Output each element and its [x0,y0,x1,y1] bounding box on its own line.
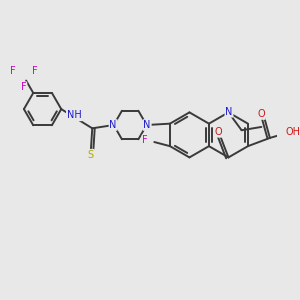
Text: N: N [110,120,117,130]
Text: S: S [88,150,94,160]
Text: F: F [142,135,148,145]
Text: N: N [225,107,233,117]
Text: OH: OH [286,128,300,137]
Text: F: F [21,82,26,92]
Text: F: F [32,66,38,76]
Text: O: O [257,109,265,119]
Text: O: O [214,127,222,137]
Text: N: N [143,120,151,130]
Text: F: F [10,66,16,76]
Text: NH: NH [67,110,82,120]
